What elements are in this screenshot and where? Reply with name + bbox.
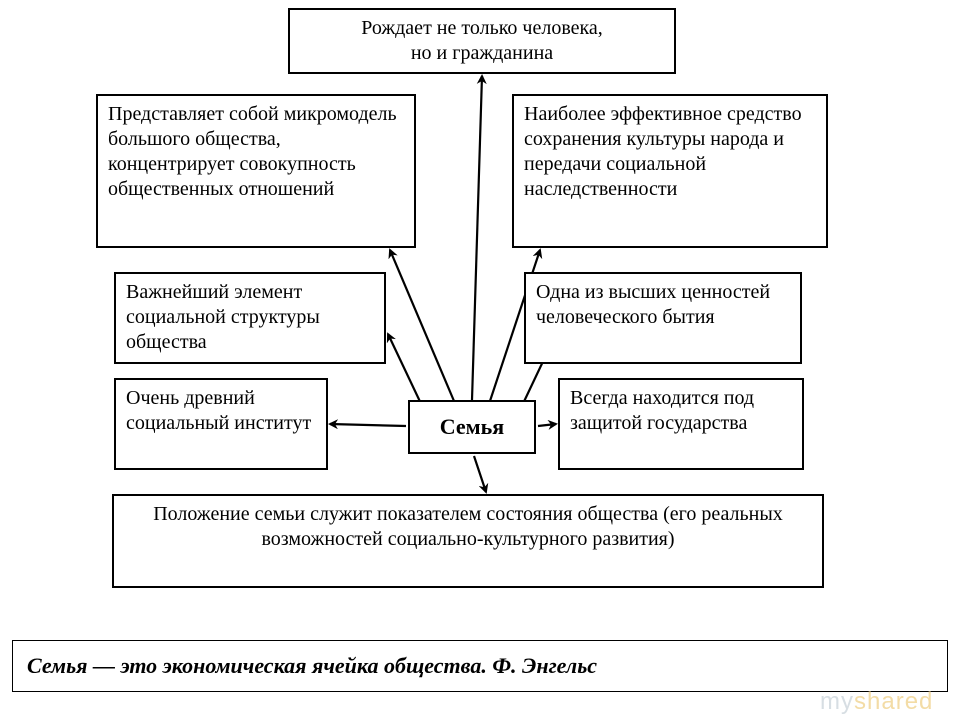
node-label: Всегда находится под защитой государства bbox=[570, 387, 754, 434]
node-label: Очень древний социальный институт bbox=[126, 387, 311, 434]
node-left-upper: Представляет собой микромодель большого … bbox=[96, 94, 416, 248]
edge-center-to-left-lower bbox=[330, 424, 406, 426]
watermark-accent: shared bbox=[854, 688, 933, 715]
node-label: Одна из высших ценностей человеческого б… bbox=[536, 281, 770, 328]
edge-center-to-left-mid bbox=[388, 334, 424, 410]
node-label: Положение семьи служит показателем состо… bbox=[153, 503, 783, 550]
edge-center-to-right-lower bbox=[538, 424, 556, 426]
node-right-lower: Всегда находится под защитой государства bbox=[558, 378, 804, 470]
edge-center-to-left-upper bbox=[390, 250, 454, 401]
concept-map-canvas: Семья Рождает не только человека, но и г… bbox=[0, 0, 960, 720]
watermark: myshared bbox=[820, 688, 933, 716]
node-label: Важнейший элемент социальной структуры о… bbox=[126, 281, 320, 353]
center-node-label: Семья bbox=[440, 413, 504, 441]
quote-box: Семья — это экономическая ячейка обществ… bbox=[12, 640, 948, 692]
watermark-plain: my bbox=[820, 688, 854, 715]
node-label: Представляет собой микромодель большого … bbox=[108, 103, 397, 200]
node-right-upper: Наиболее эффективное средство сохранения… bbox=[512, 94, 828, 248]
node-bottom: Положение семьи служит показателем состо… bbox=[112, 494, 824, 588]
center-node: Семья bbox=[408, 400, 536, 454]
node-right-mid: Одна из высших ценностей человеческого б… bbox=[524, 272, 802, 364]
node-left-mid: Важнейший элемент социальной структуры о… bbox=[114, 272, 386, 364]
node-left-lower: Очень древний социальный институт bbox=[114, 378, 328, 470]
quote-text: Семья — это экономическая ячейка обществ… bbox=[27, 653, 597, 679]
edge-center-to-top bbox=[472, 76, 482, 400]
node-label: Наиболее эффективное средство сохранения… bbox=[524, 103, 802, 200]
edge-center-to-bottom bbox=[474, 456, 486, 492]
node-top: Рождает не только человека, но и граждан… bbox=[288, 8, 676, 74]
node-label: Рождает не только человека, но и граждан… bbox=[361, 17, 603, 64]
